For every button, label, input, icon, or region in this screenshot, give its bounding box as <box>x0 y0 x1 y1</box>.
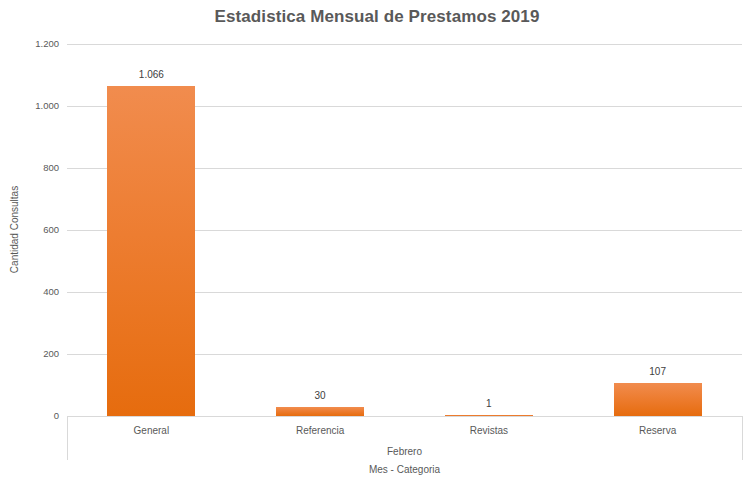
x-axis-boundary-left <box>67 416 68 460</box>
gridline <box>67 44 742 45</box>
y-axis-tick-label: 1.000 <box>15 100 59 111</box>
bar-value-label: 30 <box>280 390 360 401</box>
y-axis-tick-label: 400 <box>15 286 59 297</box>
bar-reserva <box>614 383 702 416</box>
x-axis-category-label: General <box>91 425 211 436</box>
bar-value-label: 1 <box>449 398 529 409</box>
x-axis-category-label: Revistas <box>429 425 549 436</box>
bar-value-label: 107 <box>618 366 698 377</box>
x-axis-title: Mes - Categoria <box>67 464 742 475</box>
x-axis-category-label: Referencia <box>260 425 380 436</box>
bar-value-label: 1.066 <box>111 69 191 80</box>
x-axis-category-label: Reserva <box>598 425 718 436</box>
bar-referencia <box>276 407 364 416</box>
x-axis-group-label: Febrero <box>67 446 742 457</box>
y-axis-tick-label: 1.200 <box>15 38 59 49</box>
bar-revistas <box>445 415 533 416</box>
y-axis-tick-label: 800 <box>15 162 59 173</box>
y-axis-tick-label: 600 <box>15 224 59 235</box>
chart-title: Estadistica Mensual de Prestamos 2019 <box>0 7 754 27</box>
bar-chart: Estadistica Mensual de Prestamos 2019 Ca… <box>0 0 754 495</box>
y-axis-tick-label: 0 <box>15 410 59 421</box>
bar-general <box>107 86 195 416</box>
y-axis-tick-label: 200 <box>15 348 59 359</box>
x-axis-boundary-right <box>742 416 743 460</box>
